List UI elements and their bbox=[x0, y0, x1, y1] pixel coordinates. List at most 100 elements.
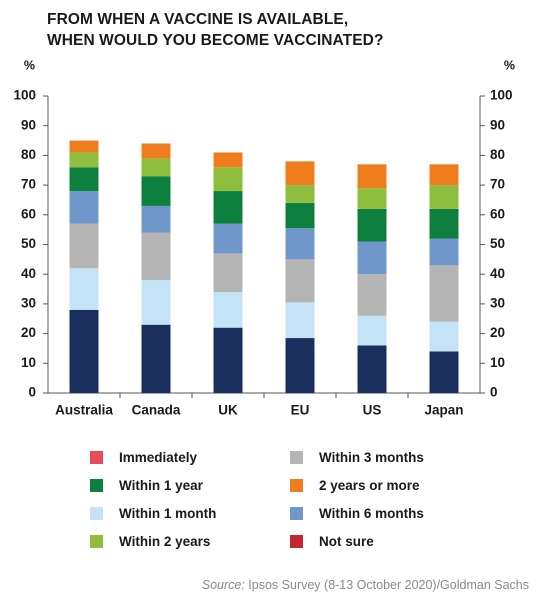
bar-segment bbox=[213, 327, 243, 393]
y-tick-label-left: 60 bbox=[21, 206, 36, 221]
bar-segment bbox=[429, 208, 459, 239]
bar-segment bbox=[357, 274, 387, 316]
bar-segment bbox=[285, 338, 315, 393]
y-tick-label-left: 0 bbox=[28, 385, 36, 400]
y-tick-label-right: 80 bbox=[490, 147, 505, 162]
legend-item: Within 2 years bbox=[90, 532, 210, 550]
legend-label: Within 2 years bbox=[119, 533, 211, 549]
bar-segment bbox=[141, 176, 171, 206]
bar-segment bbox=[357, 164, 387, 189]
x-tick-label: Canada bbox=[132, 403, 181, 418]
chart-title: FROM WHEN A VACCINE IS AVAILABLE, WHEN W… bbox=[47, 9, 527, 51]
y-tick-label-right: 40 bbox=[490, 266, 505, 281]
bar-segment bbox=[213, 191, 243, 224]
bar-segment bbox=[141, 232, 171, 281]
bar-segment bbox=[69, 191, 99, 224]
y-tick-label-left: 80 bbox=[21, 147, 36, 162]
y-tick-label-right: 10 bbox=[490, 355, 505, 370]
legend-item: Immediately bbox=[90, 448, 197, 466]
y-tick-label-right: 100 bbox=[490, 88, 513, 103]
y-tick-label-left: 10 bbox=[21, 355, 36, 370]
bar-segment bbox=[69, 268, 99, 310]
bar-segment bbox=[429, 164, 459, 186]
legend-swatch bbox=[90, 506, 103, 520]
source-text: Ipsos Survey (8-13 October 2020)/Goldman… bbox=[244, 578, 529, 592]
bar-segment bbox=[285, 302, 315, 339]
source-label: Source: bbox=[201, 578, 245, 592]
legend-swatch bbox=[290, 450, 303, 464]
bar-segment bbox=[141, 205, 171, 233]
bar-segment bbox=[357, 315, 387, 346]
y-tick-label-left: 50 bbox=[21, 236, 36, 251]
legend-swatch bbox=[90, 478, 103, 492]
legend-item: Not sure bbox=[290, 532, 374, 550]
bar-segment bbox=[429, 351, 459, 393]
legend-item: Within 1 year bbox=[90, 476, 203, 494]
legend-label: Within 1 year bbox=[119, 477, 203, 493]
legend-item: 2 years or more bbox=[290, 476, 420, 494]
y-tick-label-right: 70 bbox=[490, 177, 505, 192]
legend-swatch bbox=[290, 506, 303, 520]
y-tick-label-left: 40 bbox=[21, 266, 36, 281]
stacked-bar-chart: % % 0 0 10 10 20 20 30 30 40 40 50 50 60 60 70 70 80 80 90 90… bbox=[13, 58, 515, 418]
x-tick-label: UK bbox=[218, 403, 238, 418]
y-tick-label-right: 30 bbox=[490, 295, 505, 310]
bar-segment bbox=[69, 152, 99, 168]
legend-label: Within 6 months bbox=[319, 505, 424, 521]
y-tick-label-right: 0 bbox=[490, 385, 498, 400]
bar-segment bbox=[357, 241, 387, 275]
bar-segment bbox=[141, 324, 171, 393]
legend-label: Immediately bbox=[119, 449, 198, 465]
y-unit-label-left: % bbox=[24, 58, 35, 72]
bar-segment bbox=[213, 292, 243, 328]
y-tick-label-right: 50 bbox=[490, 236, 505, 251]
source-note: Source: Ipsos Survey (8-13 October 2020)… bbox=[202, 578, 529, 592]
bar-segment bbox=[213, 152, 243, 168]
bar-segment bbox=[285, 185, 315, 203]
y-tick-label-right: 20 bbox=[490, 325, 505, 340]
legend-item: Within 3 months bbox=[290, 448, 424, 466]
legend-label: Within 1 month bbox=[119, 505, 217, 521]
bar-segment bbox=[357, 345, 387, 393]
x-tick-label: Japan bbox=[424, 403, 463, 418]
y-tick-label-left: 70 bbox=[21, 177, 36, 192]
legend-swatch bbox=[90, 450, 103, 464]
bar-segment bbox=[429, 185, 459, 209]
bar-segment bbox=[69, 223, 99, 269]
bar-segment bbox=[285, 161, 315, 186]
bar-segment bbox=[213, 223, 243, 254]
x-tick-label: Australia bbox=[55, 403, 113, 418]
y-unit-label-right: % bbox=[504, 58, 515, 72]
y-tick-label-left: 100 bbox=[13, 88, 36, 103]
bar-segment bbox=[285, 202, 315, 229]
y-tick-label-left: 90 bbox=[21, 117, 36, 132]
bar-segment bbox=[141, 158, 171, 177]
legend-swatch bbox=[90, 534, 103, 548]
bar-segment bbox=[213, 253, 243, 293]
chart-title-line-2: WHEN WOULD YOU BECOME VACCINATED? bbox=[47, 32, 384, 49]
bar-segment bbox=[357, 188, 387, 209]
chart-title-line-1: FROM WHEN A VACCINE IS AVAILABLE, bbox=[47, 11, 349, 28]
bar-segment bbox=[285, 228, 315, 260]
bar-segment bbox=[141, 143, 171, 159]
bar-segment bbox=[141, 280, 171, 325]
x-tick-label: EU bbox=[291, 403, 310, 418]
legend-item: Within 6 months bbox=[290, 504, 424, 522]
x-tick-label: US bbox=[363, 403, 382, 418]
y-tick-label-right: 60 bbox=[490, 206, 505, 221]
legend-item: Within 1 month bbox=[90, 504, 216, 522]
bar-segment bbox=[69, 309, 99, 393]
y-tick-label-left: 30 bbox=[21, 295, 36, 310]
y-tick-label-right: 90 bbox=[490, 117, 505, 132]
bar-segment bbox=[429, 265, 459, 322]
bar-segment bbox=[429, 321, 459, 352]
y-tick-label-left: 20 bbox=[21, 325, 36, 340]
bar-segment bbox=[357, 208, 387, 242]
bar-segment bbox=[213, 167, 243, 192]
legend-swatch bbox=[290, 478, 303, 492]
bar-segment bbox=[285, 259, 315, 303]
legend-swatch bbox=[290, 534, 303, 548]
legend-label: Not sure bbox=[319, 533, 374, 549]
bar-segment bbox=[429, 238, 459, 266]
bar-segment bbox=[69, 140, 99, 153]
